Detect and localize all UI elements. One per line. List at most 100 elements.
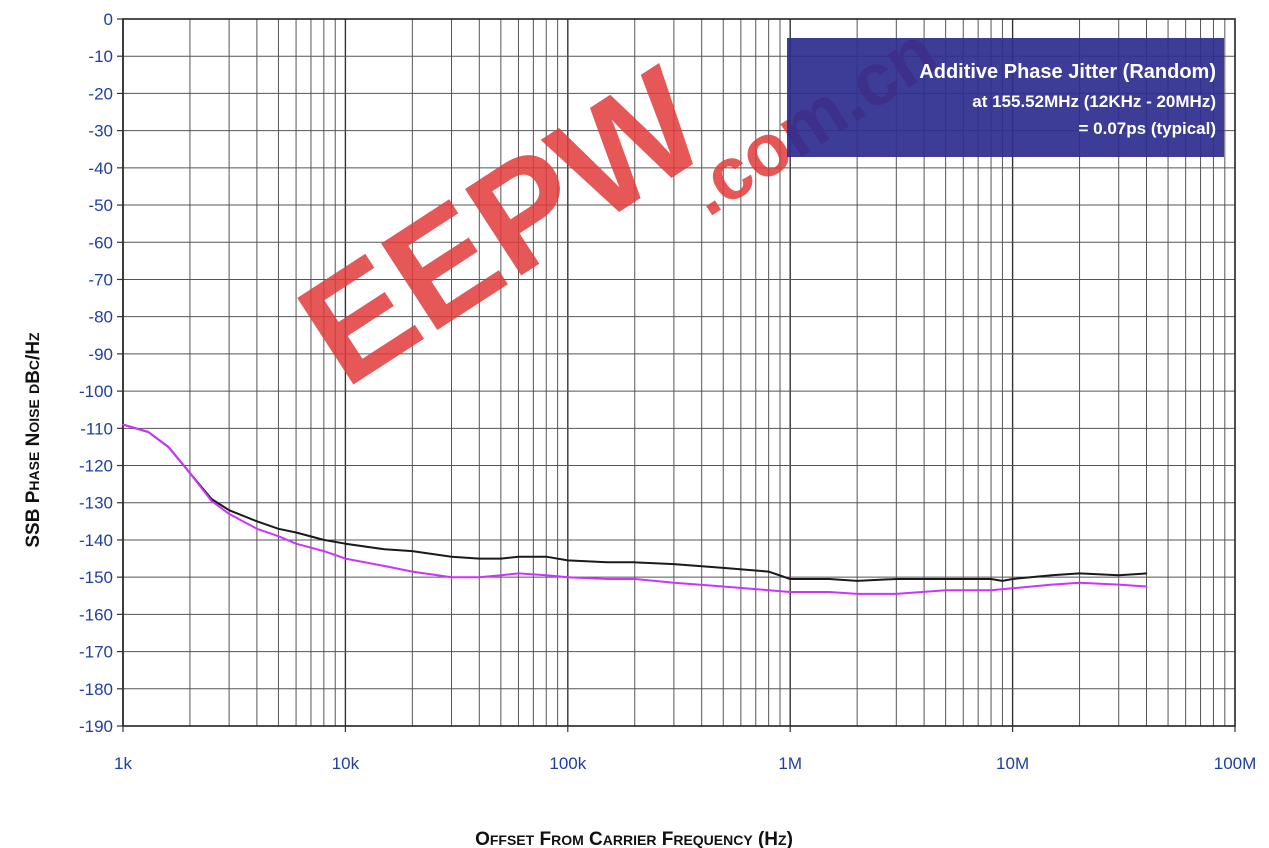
series-2-point	[210, 500, 213, 502]
y-tick-label: -120	[79, 457, 113, 476]
series-2-point	[228, 513, 230, 515]
series-2-point	[633, 578, 636, 580]
series-1-point	[1117, 574, 1120, 577]
series-1-point	[500, 557, 502, 560]
series-1-point	[944, 578, 947, 580]
series-1-point	[633, 561, 636, 564]
series-1-point	[323, 539, 325, 541]
series-2-point	[606, 578, 608, 580]
series-1-point	[1001, 580, 1004, 582]
series-2-point	[828, 591, 831, 593]
x-axis-title: OFFSET FROM CARRIER FREQUENCY (HZ)	[475, 829, 793, 848]
series-2-point	[256, 528, 258, 530]
series-2-point	[167, 446, 170, 448]
y-tick-label: -130	[79, 494, 113, 513]
series-1-point	[856, 580, 858, 582]
y-tick-label: -110	[80, 419, 113, 438]
y-tick-label: -60	[88, 233, 113, 252]
y-tick-label: -30	[88, 122, 113, 141]
series-2-point	[1051, 583, 1053, 586]
x-tick-label: 10k	[332, 754, 360, 773]
series-2-point	[277, 535, 280, 537]
series-2-point	[722, 585, 725, 588]
y-tick-label: -160	[79, 605, 113, 624]
x-tick-label: 10M	[996, 754, 1029, 773]
series-2-point	[1078, 581, 1081, 584]
series-2-point	[990, 589, 992, 591]
series-1-point	[1051, 574, 1053, 577]
y-axis-title: SSB PHASE NOISE DBC/HZ	[23, 332, 44, 548]
series-2-point	[450, 576, 453, 578]
y-tick-label: -70	[88, 270, 113, 289]
y-tick-label: -170	[79, 643, 113, 662]
axes: 0 -10 -20 -30 -40 -50 -60 -70 -80 -90 -100 -110 -120…	[79, 10, 1256, 773]
series-2-point	[789, 591, 791, 593]
series-lines	[122, 423, 1148, 595]
y-tick-label: -190	[79, 717, 113, 736]
series-line-1	[122, 423, 1147, 582]
series-2-point	[411, 570, 414, 573]
series-1-point	[344, 542, 347, 545]
x-tick-label: 1M	[778, 754, 802, 773]
y-tick-label: -150	[79, 568, 113, 587]
x-tick-label: 100M	[1214, 754, 1257, 773]
series-1-point	[478, 557, 481, 560]
grid	[122, 18, 1235, 727]
series-2-point	[189, 472, 191, 474]
y-tick-label: -50	[88, 196, 113, 215]
series-1-point	[567, 559, 569, 562]
y-tick-label: -180	[79, 680, 113, 699]
series-2-point	[895, 593, 898, 595]
series-2-point	[147, 431, 150, 433]
series-2-point	[673, 581, 675, 584]
series-1-point	[545, 555, 547, 558]
series-1-point	[411, 550, 414, 552]
y-tick-label: -10	[88, 47, 113, 66]
series-1-point	[1011, 578, 1014, 580]
series-1-point	[1145, 572, 1148, 575]
series-1-point	[277, 528, 280, 530]
series-2-point	[1145, 585, 1148, 588]
series-1-point	[228, 509, 230, 512]
series-2-point	[500, 574, 502, 577]
series-1-point	[722, 567, 725, 569]
series-1-point	[450, 555, 453, 558]
series-2-point	[383, 565, 386, 567]
y-tick-label: -140	[79, 531, 113, 550]
annotation-line-2: at 155.52MHz (12KHz - 20MHz)	[972, 92, 1216, 111]
series-1-point	[828, 578, 831, 580]
series-2-point	[517, 572, 520, 575]
series-1-point	[517, 555, 520, 558]
series-2-point	[122, 423, 124, 426]
y-tick-label: -80	[88, 308, 113, 327]
series-2-point	[1011, 587, 1014, 590]
series-2-point	[944, 589, 947, 591]
series-1-point	[895, 578, 898, 580]
series-1-point	[789, 578, 791, 580]
series-2-point	[545, 574, 547, 577]
annotation-background	[787, 38, 1224, 157]
plot-frame	[122, 18, 1236, 727]
series-1-point	[256, 520, 258, 523]
x-tick-label: 1k	[114, 754, 132, 773]
series-2-point	[767, 589, 770, 591]
series-1-point	[767, 570, 770, 573]
series-2-point	[344, 557, 347, 560]
series-1-point	[990, 578, 992, 580]
series-2-point	[1117, 583, 1120, 586]
y-tick-label: -20	[88, 84, 113, 103]
series-1-point	[606, 561, 608, 564]
series-1-point	[673, 563, 675, 565]
series-2-point	[323, 550, 325, 552]
y-tick-label: -90	[88, 345, 113, 364]
series-1-point	[295, 531, 297, 534]
series-2-point	[478, 576, 481, 578]
y-tick-label: 0	[104, 10, 113, 29]
series-1-point	[383, 548, 386, 551]
y-tick-label: -40	[88, 159, 113, 178]
series-2-point	[295, 542, 297, 545]
y-tick-label: -100	[79, 382, 113, 401]
jitter-annotation: Additive Phase Jitter (Random) at 155.52…	[787, 38, 1224, 157]
